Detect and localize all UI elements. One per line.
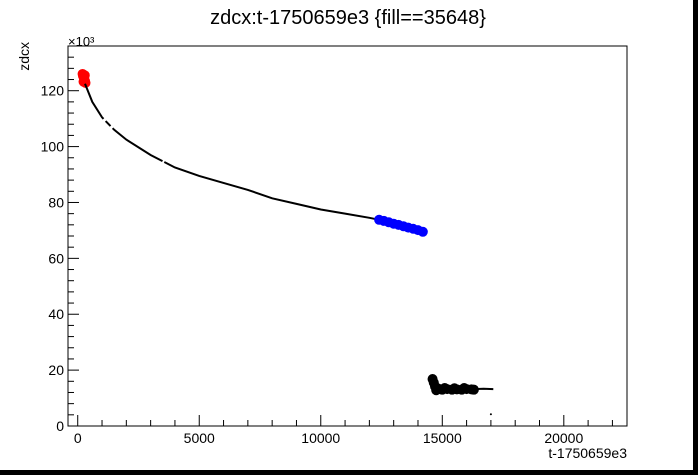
data-point [459,383,470,393]
y-axis-multiplier: ×10³ [68,34,95,49]
data-point [417,226,428,237]
chart-title: zdcx:t-1750659e3 {fill==35648} [210,7,486,29]
data-point [78,76,89,87]
data-point [449,383,460,394]
x-axis-label: t-1750659e3 [548,445,627,461]
series-line [84,83,380,221]
x-tick-label: 0 [74,430,82,446]
y-tick-label: 60 [48,250,64,266]
y-tick-label: 80 [48,194,64,210]
x-tick-label: 10000 [301,430,340,446]
x-tick-label: 20000 [544,430,583,446]
y-tick-label: 40 [48,306,64,322]
y-tick-label: 0 [56,418,64,434]
y-tick-label: 100 [41,139,65,155]
axis-ticks: 0 5000 10000 15000 20000 0 20 40 60 80 100 120 [41,45,613,446]
data-marks [77,68,494,416]
data-point [489,413,492,416]
y-tick-label: 120 [41,83,65,99]
data-point [439,383,450,393]
plot-frame [67,45,628,427]
y-tick-label: 20 [48,362,64,378]
y-axis-label: zdcx [16,42,32,71]
data-point [431,385,442,396]
x-tick-label: 15000 [423,430,462,446]
x-tick-label: 5000 [184,430,215,446]
data-point [468,384,479,395]
